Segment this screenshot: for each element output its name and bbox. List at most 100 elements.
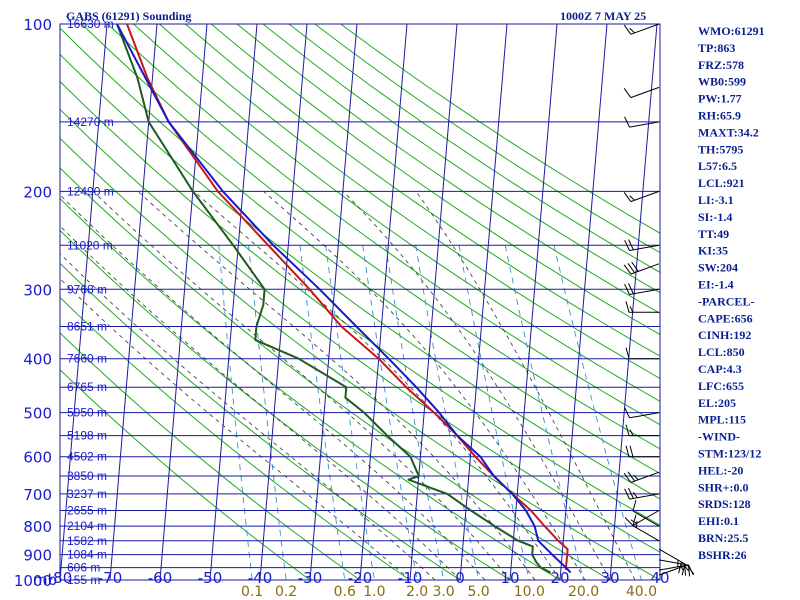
wind-barb-staff <box>629 412 660 419</box>
mixing-ratio-label: 1.0 <box>363 584 385 600</box>
mixing-ratio-line <box>299 245 346 580</box>
index-line: RH:65.9 <box>698 109 741 123</box>
wind-barb-flag <box>623 88 632 98</box>
height-label: 5198 m <box>67 429 107 443</box>
wind-barb-staff <box>629 288 660 295</box>
wind-barb-flag <box>623 472 632 483</box>
height-label: 3850 m <box>67 469 107 483</box>
isotherm <box>0 24 7 580</box>
pressure-tick-label: 800 <box>23 518 52 536</box>
isotherms <box>0 24 660 580</box>
isobars <box>59 23 661 581</box>
wind-barb-flag <box>624 407 630 419</box>
wind-barb-flag <box>625 347 630 359</box>
wind-barb-flag <box>628 239 634 251</box>
isotherm <box>559 24 608 580</box>
indices-panel: WMO:61291 TP:863 FRZ:578 WB0:599 PW:1.77 RH:6… <box>698 24 765 562</box>
wind-barb-flag <box>625 424 630 436</box>
wind-barb-staff <box>629 244 660 251</box>
index-line: PW:1.77 <box>698 92 742 106</box>
index-line: LCL:850 <box>698 345 745 359</box>
wind-barb-flag <box>684 565 690 572</box>
index-line: -WIND- <box>698 430 740 444</box>
wind-barb-flag <box>686 564 695 575</box>
wind-barb-staff <box>629 493 660 500</box>
temperature-tick-label: -80 <box>48 569 73 587</box>
wind-barb-flag <box>623 24 632 35</box>
index-line: SI:-1.4 <box>698 210 732 224</box>
height-label: 2104 m <box>67 519 107 533</box>
wind-barb-flag <box>623 192 632 202</box>
index-line: BRN:25.5 <box>698 531 748 545</box>
moist-adiabat <box>60 278 411 580</box>
mixing-ratio-label: 40.0 <box>626 584 657 600</box>
wind-barb-flag <box>628 283 634 295</box>
temperature-tick-label: -20 <box>348 569 373 587</box>
wind-barb-staff <box>630 471 660 483</box>
mixing-ratio-line <box>218 245 253 580</box>
wind-barb-staff <box>632 525 660 542</box>
mixing-ratio-line <box>325 245 375 580</box>
wind-barb-staff <box>630 263 660 275</box>
wind-barb-staff <box>632 510 660 527</box>
pressure-tick-label: 900 <box>23 547 52 565</box>
index-line: EL:205 <box>698 396 736 410</box>
height-label: 5950 m <box>67 406 107 420</box>
wind-barb-flag <box>632 499 637 512</box>
wind-barb-flag <box>632 514 637 526</box>
chart-time: 1000Z 7 MAY 25 <box>560 9 646 23</box>
mixing-ratio-line <box>362 245 418 580</box>
sounding-profiles <box>116 24 572 574</box>
mixing-ratio-label: 2.0 <box>406 584 428 600</box>
dry-adiabat <box>107 24 660 426</box>
mixing-ratio-label: 20.0 <box>568 584 599 600</box>
height-label: 606 m <box>67 561 100 575</box>
mixing-ratio-line <box>458 245 530 580</box>
index-line: MPL:115 <box>698 413 746 427</box>
index-line: EI:-1.4 <box>698 278 734 292</box>
index-line: LFC:655 <box>698 379 744 393</box>
wind-barb-staff <box>630 86 660 99</box>
height-label: 1084 m <box>67 548 107 562</box>
height-label: 155 m <box>67 573 100 587</box>
isotherm <box>60 24 108 580</box>
temperature-tick-label: 30 <box>600 569 619 587</box>
wind-barb-flag <box>629 306 634 313</box>
dry-adiabat <box>60 296 411 580</box>
index-line: TP:863 <box>698 41 735 55</box>
index-line: SW:204 <box>698 261 738 275</box>
index-line: FRZ:578 <box>698 58 744 72</box>
isotherm <box>209 24 258 580</box>
wind-barb-staff <box>658 559 689 566</box>
dewpoint-profile <box>116 24 552 574</box>
wind-barb-flag <box>625 445 630 457</box>
wind-barb-flag <box>625 301 630 313</box>
pressure-tick-label: 1000 <box>14 572 52 590</box>
wind-barb-flag <box>624 488 630 500</box>
wind-barb-staff <box>629 121 660 128</box>
height-label: 4502 m <box>67 450 107 464</box>
mixing-ratio-line <box>504 245 585 580</box>
wind-barbs <box>623 23 695 577</box>
index-line: CAPE:656 <box>698 311 753 325</box>
mixing-ratio-label: 0.6 <box>334 584 356 600</box>
wind-barb-staff <box>630 190 660 203</box>
wind-barb-flag <box>628 487 634 499</box>
index-line: LCL:921 <box>698 176 745 190</box>
isotherm <box>259 24 308 580</box>
height-label: 12490 m <box>67 184 114 198</box>
index-line: STM:123/12 <box>698 447 761 461</box>
pressure-tick-label: 400 <box>23 351 52 369</box>
wind-barb-flag <box>633 474 639 481</box>
mixing-ratio-label: 0.1 <box>241 584 263 600</box>
wind-barb-flag <box>624 116 630 128</box>
wind-barb-staff <box>658 564 688 576</box>
dry-adiabat <box>81 24 660 450</box>
height-label: 1582 m <box>67 534 107 548</box>
pressure-tick-label: 300 <box>23 281 52 299</box>
wind-barb-flag <box>629 195 635 201</box>
index-line: TH:5795 <box>698 142 743 156</box>
height-label: 11020 m <box>67 238 113 252</box>
isotherm <box>509 24 558 580</box>
